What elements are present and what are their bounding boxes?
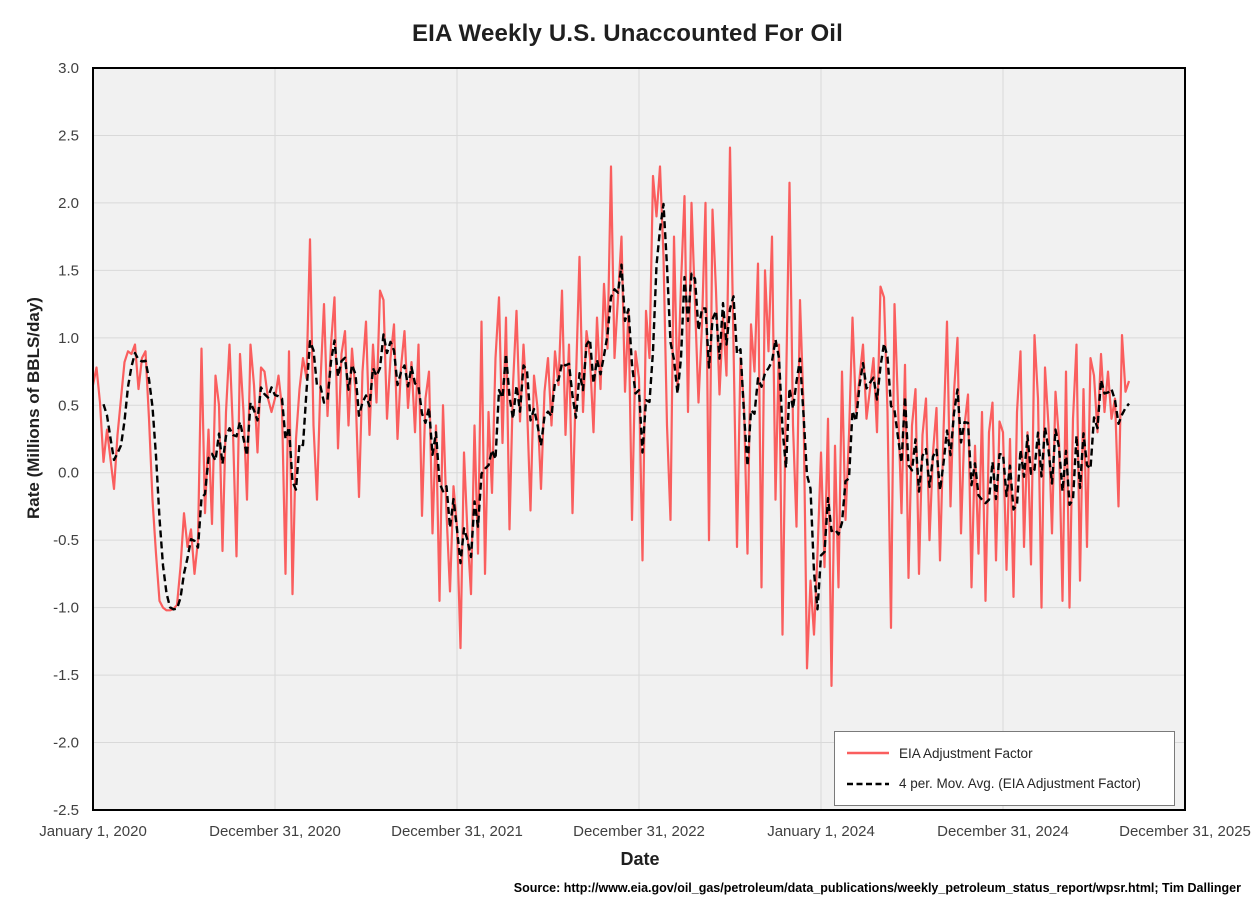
x-tick-label: December 31, 2025 [1119,823,1251,840]
y-axis-title: Rate (Millions of BBLS/day) [24,297,43,519]
legend-entry-moving-average: 4 per. Mov. Avg. (EIA Adjustment Factor) [845,773,1164,795]
chart-title: EIA Weekly U.S. Unaccounted For Oil [411,20,844,47]
x-axis-title: Date [620,849,660,869]
x-tick-label: January 1, 2020 [39,823,147,840]
legend-label-adjustment-factor: EIA Adjustment Factor [899,745,1033,761]
y-tick-label: -0.5 [53,532,79,549]
x-tick-label: January 1, 2024 [767,823,875,840]
y-tick-label: 0.5 [58,397,79,414]
y-tick-label: 3.0 [58,60,79,77]
plot-border [92,67,1186,811]
y-tick-label: 2.0 [58,195,79,212]
legend-line-dashed-icon [847,782,889,785]
x-tick-label: December 31, 2024 [937,823,1069,840]
y-tick-label: 1.0 [58,330,79,347]
y-tick-label: 1.5 [58,262,79,279]
x-tick-label: December 31, 2020 [209,823,341,840]
y-tick-label: 0.0 [58,465,79,482]
series-4-period-moving-average [102,202,1130,611]
source-note: Source: http://www.eia.gov/oil_gas/petro… [513,881,1241,895]
x-tick-label: December 31, 2021 [391,823,523,840]
legend: EIA Adjustment Factor 4 per. Mov. Avg. (… [834,731,1175,806]
x-tick-label: December 31, 2022 [573,823,705,840]
y-tick-label: -1.5 [53,667,79,684]
legend-line-solid-icon [847,752,889,755]
y-tick-label: -1.0 [53,600,79,617]
y-tick-label: 2.5 [58,127,79,144]
series-eia-adjustment-factor [91,146,1131,687]
y-tick-label: -2.5 [53,802,79,819]
legend-entry-adjustment-factor: EIA Adjustment Factor [845,742,1164,764]
y-tick-label: -2.0 [53,735,79,752]
legend-label-moving-average: 4 per. Mov. Avg. (EIA Adjustment Factor) [899,776,1141,792]
